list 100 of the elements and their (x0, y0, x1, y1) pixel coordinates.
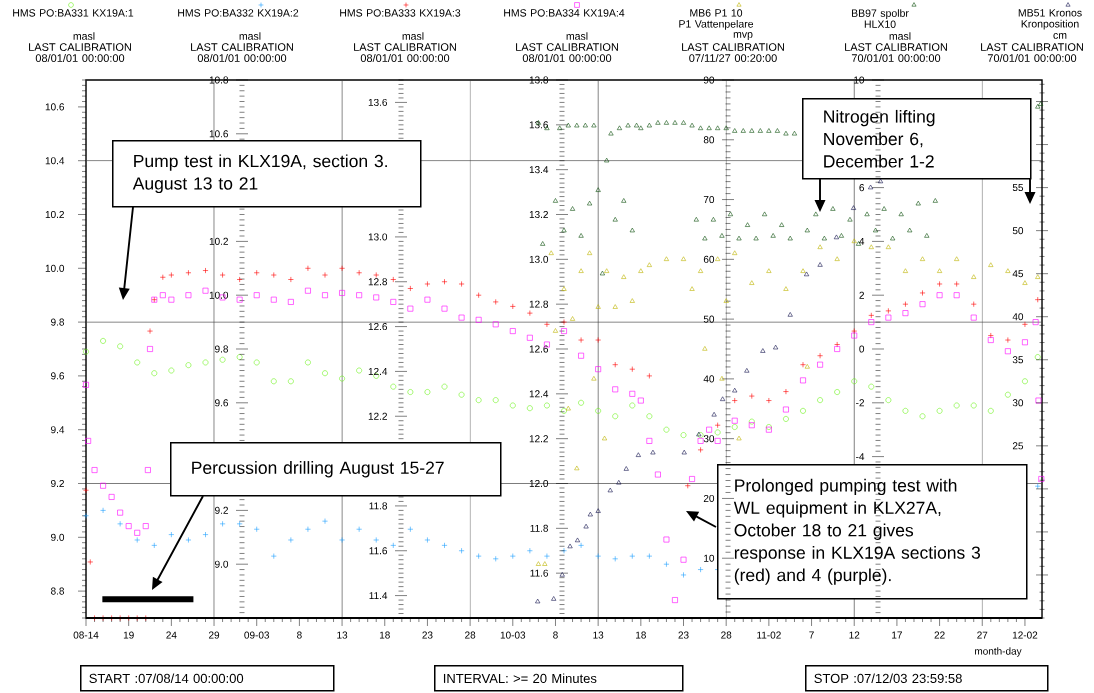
x-tick-label: 28 (465, 631, 476, 639)
annotation: Nitrogen lifting November 6, December 1-2 (824, 109, 935, 168)
x-tick-label: 7 (809, 631, 814, 639)
y3-tick-label: 12.6 (368, 323, 388, 331)
x-tick-label: 17 (892, 631, 902, 639)
y-tick-label: 12.0 (529, 479, 549, 488)
y-tick-label: 8.8 (51, 587, 65, 595)
y3-tick-label: 11.4 (369, 592, 388, 600)
y2-tick-label: 40 (703, 375, 715, 383)
x-tick-label: 18 (636, 631, 646, 639)
y3-axis-title: masl (889, 32, 911, 40)
y2-tick-label: 30 (703, 435, 715, 443)
annotation: Percussion drilling August 15-27 (192, 461, 444, 478)
y-tick-label: 11.6 (530, 569, 549, 577)
x-tick-label: 24 (166, 631, 177, 639)
x-tick-label: 8 (553, 631, 558, 639)
legend-label: HMS PO:BA331 KX19A:1 (13, 9, 134, 17)
y-tick-label: 55 (1012, 184, 1024, 192)
y-tick-label: 12.2 (529, 435, 548, 443)
x-tick-label: 27 (977, 631, 988, 639)
x-tick-label: 13 (593, 631, 604, 639)
y2-tick-label: 10 (704, 554, 715, 562)
x-tick-label: 22 (934, 631, 945, 639)
x-tick-label: 13 (337, 631, 348, 639)
y-tick-label: 12.8 (529, 300, 549, 308)
y3-axis-title: masl (402, 32, 424, 40)
y-tick-label: 9.8 (51, 318, 65, 326)
y-tick-label: 50 (1012, 227, 1024, 235)
y2-tick-label: 60 (703, 255, 715, 263)
legend-label: MB51 Kronos Kronposition (1018, 9, 1082, 30)
y2-tick-label: 9.8 (215, 345, 229, 353)
y-tick-label: 9.2 (51, 479, 64, 488)
x-tick-label: 19 (123, 631, 134, 639)
y-axis-title: masl (566, 32, 588, 40)
y2-tick-label: 10.0 (209, 291, 229, 299)
y2-tick-label: 80 (703, 136, 715, 144)
x-tick-label: 10-03 (500, 631, 526, 639)
y3-tick-label: 12.2 (368, 412, 387, 420)
y-tick-label: 35 (1012, 356, 1024, 364)
x-tick-label: 23 (678, 631, 689, 639)
y-tick-label: 13.0 (529, 255, 549, 263)
y-tick-label: 10.2 (45, 210, 64, 219)
y3-tick-label: 6 (859, 184, 865, 192)
y-axis-title: masl (73, 32, 95, 40)
y-tick-label: 9.6 (51, 372, 65, 380)
y2-tick-label: 70 (703, 196, 715, 204)
x-tick-label: 23 (422, 631, 433, 639)
text: LAST CALIBRATION 70/01/01 00:00:00 (981, 43, 1083, 62)
text: LAST CALIBRATION 08/01/01 00:00:00 (354, 43, 456, 62)
y3-tick-label: 4 (859, 237, 865, 245)
x-tick-label: 12-02 (1012, 631, 1038, 639)
y3-tick-label: 13.0 (368, 233, 388, 241)
x-tick-label: 09-03 (244, 631, 270, 639)
y2-tick-label: 20 (703, 494, 715, 502)
y3-tick-label: 13.6 (368, 98, 388, 106)
y2-axis-title: masl (239, 32, 261, 40)
y-tick-label: 45 (1012, 270, 1024, 278)
y-tick-label: 40 (1012, 313, 1024, 321)
y-tick-label: 9.0 (51, 533, 65, 541)
y3-tick-label: 11.6 (369, 547, 388, 555)
x-tick-label: 29 (208, 631, 220, 639)
y3-tick-label: -2 (856, 399, 864, 407)
y2-tick-label: 9.6 (215, 399, 229, 407)
text: START :07/08/14 00:00:00 (89, 673, 244, 684)
y-tick-label: 10.6 (45, 103, 65, 111)
y-tick-label: 30 (1012, 399, 1024, 407)
y-tick-label: 13.4 (529, 166, 549, 174)
x-tick-label: 11-02 (757, 631, 781, 639)
y-tick-label: 13.2 (529, 210, 548, 219)
y3-tick-label: 12.8 (368, 278, 388, 286)
x-tick-label: 18 (379, 631, 390, 639)
y2-tick-label: 9.0 (215, 560, 229, 568)
y3-tick-label: 0 (859, 345, 865, 353)
y-tick-label: 13.6 (529, 121, 549, 129)
text: LAST CALIBRATION 08/01/01 00:00:00 (516, 43, 618, 62)
y-tick-label: 10.4 (45, 157, 65, 165)
text: LAST CALIBRATION 70/01/01 00:00:00 (845, 43, 947, 62)
text: LAST CALIBRATION 08/01/01 00:00:00 (29, 43, 131, 62)
x-axis-title: month-day (975, 647, 1022, 657)
annotation: Prolonged pumping test with WL equipment in KLX27A, October 18 to 21 gives response in KLX19A sections 3 (red) and 4 (purple). (733, 478, 981, 585)
x-tick-label: 08-14 (73, 631, 99, 639)
text: LAST CALIBRATION 07/11/27 00:20:00 (682, 43, 784, 62)
y2-axis-title: mvp (733, 32, 753, 40)
y3-tick-label: 12.4 (368, 367, 388, 375)
y-tick-label: 13.8 (529, 76, 549, 84)
annotation: Pump test in KLX19A, section 3. August 13 to 21 (132, 154, 387, 194)
legend-label: HMS PO:BA333 KX19A:3 (340, 9, 461, 17)
y-axis-title: cm (1053, 33, 1067, 39)
y-tick-label: 9.4 (51, 426, 65, 434)
x-tick-label: 28 (721, 631, 732, 639)
y-tick-label: 11.8 (530, 524, 549, 532)
y-tick-label: 12.6 (529, 345, 549, 353)
y3-tick-label: 2 (859, 291, 864, 299)
y2-tick-label: 50 (703, 315, 715, 323)
x-tick-label: 8 (297, 631, 302, 639)
legend-label: HMS PO:BA332 KX19A:2 (178, 9, 299, 17)
x-tick-label: 12 (849, 631, 860, 639)
text: LAST CALIBRATION 08/01/01 00:00:00 (191, 43, 293, 62)
y-tick-label: 25 (1012, 442, 1024, 450)
y-tick-label: 12.4 (529, 390, 549, 398)
